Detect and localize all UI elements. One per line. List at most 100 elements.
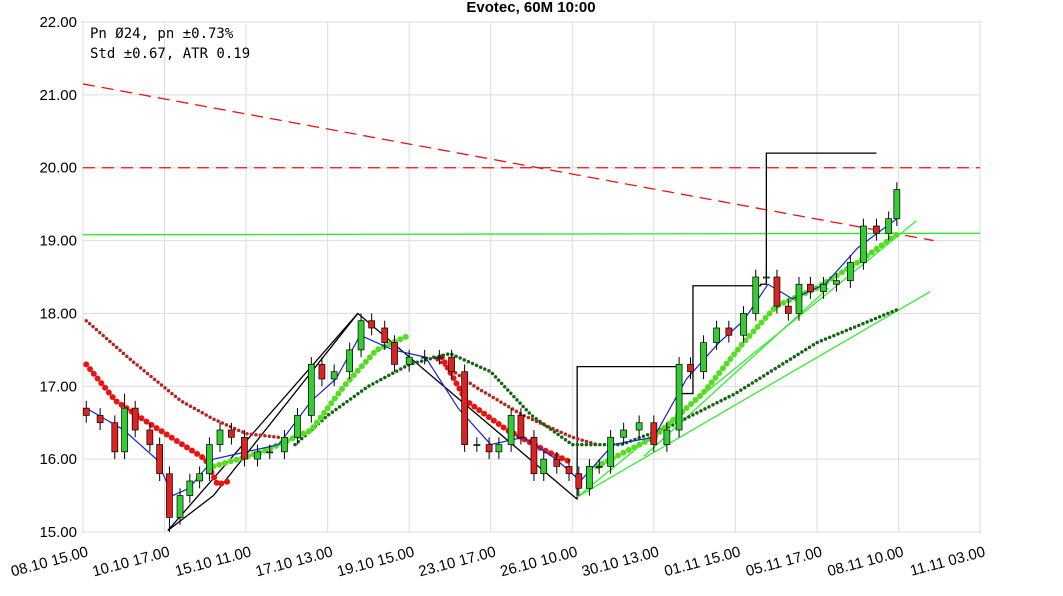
candle-body [740,313,747,336]
candle-body [111,422,119,453]
y-tick-label: 20.00 [39,160,77,177]
candle-body [405,356,413,365]
candle-body [82,407,90,416]
trend-line [576,152,877,500]
candle-body [96,415,104,424]
candle-body [575,473,583,489]
x-tick-label: 08.11 10.00 [826,543,906,580]
candle-body [421,356,429,359]
candle-body [473,444,481,446]
candle-body [146,429,154,445]
x-tick-label: 15.10 11.00 [173,543,253,580]
candle-body [795,283,803,314]
candle-body [785,305,792,314]
x-tick-label: 01.11 15.00 [663,543,743,580]
candle-body [206,444,213,475]
candle-body [357,320,365,351]
candle-body [675,364,683,431]
candle-body [586,466,593,489]
candle-body [461,371,468,445]
candle-body [166,473,173,518]
candle-body [752,276,760,314]
candle-body [495,444,503,453]
candle-body [186,480,194,496]
candle-body [507,415,515,445]
info-line: Std ±0.67, ATR 0.19 [90,46,250,62]
candle-body [650,422,658,445]
candle-body [565,466,573,475]
candle-body [448,356,455,373]
candle-body [540,458,548,475]
candle-body [391,342,398,365]
candle-body [607,436,614,467]
y-tick-label: 18.00 [39,305,77,322]
candle-body [281,436,288,453]
x-tick-label: 30.10 13.00 [580,543,661,580]
candle-body [893,189,901,220]
candle-body [241,436,248,460]
candle-body [131,407,139,431]
candle-body [266,451,274,454]
chart-title: Evotec, 60M 10:00 [466,0,595,16]
candle-body [713,327,720,343]
candle-body [635,422,643,431]
candle-body [318,364,326,380]
trend-line [576,220,917,498]
x-tick-label: 10.10 17.00 [91,543,172,580]
candle-body [485,444,493,453]
candle-body [294,415,301,438]
indicator [293,308,899,447]
candle-body [553,458,561,467]
candle-body [156,444,164,475]
y-tick-label: 22.00 [39,14,77,31]
candle-body [530,436,538,475]
candle-body [436,356,443,359]
candle-body [381,327,389,343]
candle-body [833,280,840,285]
candle-body [763,276,770,279]
x-tick-label: 08.10 15.00 [9,543,90,580]
candle-body [860,225,867,263]
candle-body [807,283,814,292]
candle-body [620,429,627,438]
trend-line [643,287,829,457]
candle-body [517,415,525,438]
candle-body [663,429,671,445]
candle-body [595,466,603,468]
trend-line [82,232,981,236]
candle-body [121,407,128,453]
candle-body [725,327,733,336]
candle-body [176,495,184,518]
plot: 15.00 16.00 17.00 18.00 19.00 20.00 21.00 22.00… [9,14,987,580]
candle-body [846,262,854,281]
indicator [83,354,576,489]
candle-body [700,342,707,373]
x-tick-label: 17.10 13.00 [254,543,335,580]
candle-body [873,225,880,234]
candle-body [820,283,827,292]
y-tick-label: 17.00 [39,378,77,395]
candle-body [773,276,781,307]
trend-line [576,291,931,498]
info-line: Pn Ø24, pn ±0.73% [90,26,234,42]
candle-body [196,473,203,482]
candle-body [307,364,315,416]
candle-body [254,451,261,460]
candle-body [368,320,376,329]
candle-body [687,364,694,373]
y-tick-label: 21.00 [39,87,77,104]
trend-line [82,83,934,242]
x-tick-label: 23.10 17.00 [417,543,498,580]
x-tick-label: 11.11 03.00 [908,543,987,579]
candle-body [330,371,338,380]
x-tick-label: 19.10 15.00 [335,543,416,580]
y-tick-label: 15.00 [39,524,77,541]
candle-body [346,349,354,373]
x-tick-label: 05.11 17.00 [744,543,824,580]
y-tick-label: 16.00 [39,451,77,468]
candle-body [885,218,893,234]
candle-body [228,429,235,438]
y-tick-label: 19.00 [39,233,77,250]
